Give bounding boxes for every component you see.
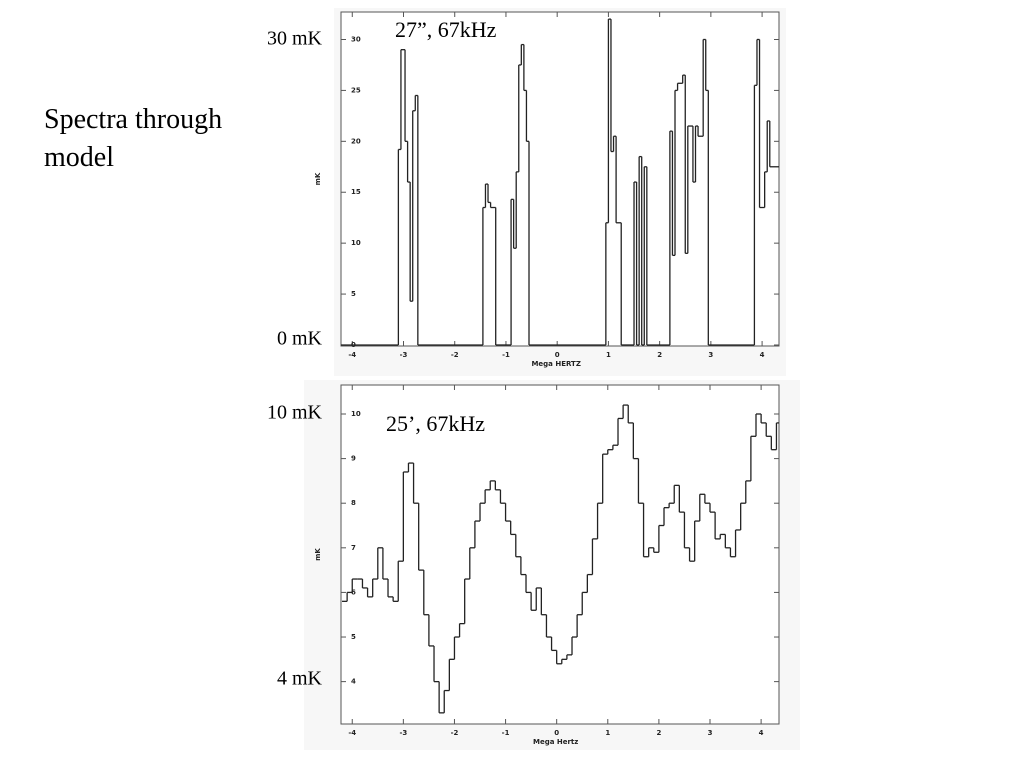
title-line: Spectra through (44, 104, 222, 135)
x-tick-label: 4 (759, 729, 764, 737)
annotation: 25’, 67kHz (386, 411, 485, 436)
x-tick-label: 0 (555, 351, 560, 359)
x-tick-label: 2 (657, 351, 662, 359)
x-tick-label: -1 (502, 351, 510, 359)
y-tick-label: 6 (351, 588, 356, 596)
y-tick-label: 5 (351, 633, 356, 641)
y-tick-label: 8 (351, 499, 356, 507)
x-tick-label: -4 (348, 351, 356, 359)
title-line: model (44, 142, 114, 173)
x-tick-label: -3 (399, 729, 407, 737)
side-label: 10 mK (267, 402, 323, 424)
plot-area (340, 384, 780, 725)
side-label: 30 mK (267, 28, 323, 50)
x-tick-label: 1 (606, 351, 611, 359)
x-axis-label: Mega Hertz (533, 738, 578, 746)
side-label: 4 mK (277, 668, 323, 690)
x-tick-label: 3 (708, 729, 713, 737)
y-tick-label: 7 (351, 544, 356, 552)
spectrum-chart: -4 -3 -2 -1 0 1 2 3 4 4 5 6 7 8 9 10 Mega Hertz mK 25’, 67… (267, 380, 800, 750)
y-axis-label: mK (314, 548, 322, 561)
y-tick-label: 10 (351, 410, 361, 418)
y-tick-label: 20 (351, 137, 361, 145)
y-tick-label: 30 (351, 35, 361, 43)
y-axis-label: mK (314, 172, 322, 185)
y-tick-label: 4 (351, 678, 356, 686)
side-label: 0 mK (277, 328, 323, 350)
x-tick-label: -4 (348, 729, 356, 737)
plot-area (340, 11, 780, 347)
y-tick-label: 9 (351, 455, 356, 463)
annotation: 27”, 67kHz (395, 17, 497, 42)
y-tick-label: 10 (351, 239, 361, 247)
y-tick-label: 25 (351, 86, 361, 94)
x-tick-label: -2 (451, 351, 459, 359)
x-tick-label: 3 (708, 351, 713, 359)
x-tick-label: 1 (605, 729, 610, 737)
x-tick-label: 2 (656, 729, 661, 737)
x-tick-label: -3 (400, 351, 408, 359)
spectrum-chart: -4-3-2-101234051015202530Mega HERTZmK27”… (267, 8, 786, 376)
x-axis-label: Mega HERTZ (531, 360, 580, 368)
x-tick-label: 4 (760, 351, 765, 359)
y-tick-label: 15 (351, 188, 361, 196)
slide-title: Spectra through model (44, 104, 222, 173)
x-tick-label: 0 (554, 729, 559, 737)
x-tick-label: -1 (502, 729, 510, 737)
y-tick-label: 5 (351, 290, 356, 298)
x-tick-label: -2 (451, 729, 459, 737)
